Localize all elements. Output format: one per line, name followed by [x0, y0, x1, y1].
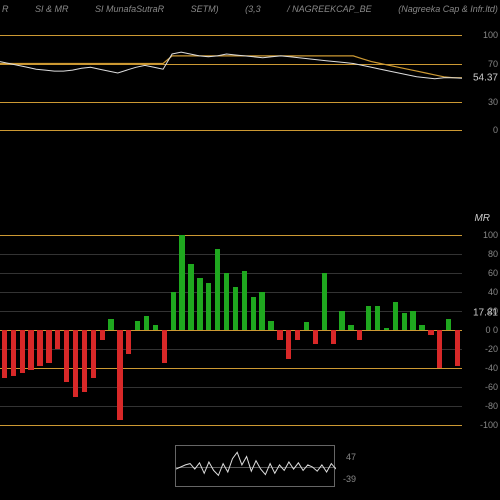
hdr-company: (Nagreeka Cap & Infr.ltd) — [398, 4, 498, 14]
mr-label: MR — [474, 213, 490, 224]
gridline — [0, 387, 462, 388]
mr-bar — [108, 319, 113, 330]
mr-bar — [11, 330, 16, 376]
rsi-panel: 1007030054.37 — [0, 35, 500, 130]
y-axis-label: -100 — [480, 420, 498, 430]
mr-bar — [410, 311, 415, 330]
mr-bar — [251, 297, 256, 330]
y-axis-label: 0 0 — [485, 325, 498, 335]
mr-bar — [162, 330, 167, 363]
mr-bar — [100, 330, 105, 340]
mr-bar — [20, 330, 25, 373]
gridline — [0, 273, 462, 274]
mr-bar — [375, 306, 380, 330]
y-axis-label: -60 — [485, 382, 498, 392]
mr-bar — [384, 328, 389, 330]
rsi-lines — [0, 35, 462, 130]
hdr-ticker: / NAGREEKCAP_BE — [287, 4, 372, 14]
mr-bar — [339, 311, 344, 330]
mini-label-top: 47 — [346, 452, 356, 462]
mr-bar — [348, 325, 353, 330]
mr-bar — [135, 321, 140, 331]
gridline — [0, 130, 462, 131]
mr-bar — [393, 302, 398, 331]
mr-bar — [428, 330, 433, 335]
hdr-r: R — [2, 4, 9, 14]
mr-bar — [2, 330, 7, 378]
mr-bar — [331, 330, 336, 344]
mr-bar — [259, 292, 264, 330]
mr-bar — [206, 283, 211, 331]
mr-bar — [64, 330, 69, 382]
gridline — [0, 406, 462, 407]
mr-bar — [277, 330, 282, 340]
hdr-setm: SETM) — [191, 4, 219, 14]
mr-bar — [117, 330, 122, 420]
mr-bar — [82, 330, 87, 392]
mr-bar — [313, 330, 318, 344]
mr-bar — [437, 330, 442, 368]
mini-oscillator-panel: 47-39 — [175, 445, 335, 487]
mr-bar — [46, 330, 51, 363]
mr-bar — [28, 330, 33, 370]
gridline — [0, 330, 462, 331]
chart-header: R SI & MR SI MunafaSutraR SETM) (3,3 / N… — [0, 0, 500, 18]
mr-bar — [91, 330, 96, 378]
mr-bar — [188, 264, 193, 331]
mini-line — [176, 446, 336, 488]
mr-bar — [224, 273, 229, 330]
gridline — [0, 425, 462, 426]
y-axis-label: 100 — [483, 230, 498, 240]
mr-bar — [242, 271, 247, 330]
mr-bar — [171, 292, 176, 330]
mr-bar — [144, 316, 149, 330]
mr-bar — [295, 330, 300, 340]
mr-bar — [455, 330, 460, 366]
mr-bar — [197, 278, 202, 330]
y-axis-label: 80 — [488, 249, 498, 259]
mr-bar — [126, 330, 131, 354]
y-axis-label: 40 — [488, 287, 498, 297]
mr-bar — [233, 287, 238, 330]
mr-bar — [402, 313, 407, 330]
gridline — [0, 292, 462, 293]
mr-bar — [366, 306, 371, 330]
mr-bar — [268, 321, 273, 331]
rsi-callout: 54.37 — [473, 73, 498, 84]
mini-label-bottom: -39 — [343, 474, 356, 484]
mr-callout: 17.81 — [473, 308, 498, 319]
mr-bar — [215, 249, 220, 330]
mr-bar — [73, 330, 78, 397]
mr-bar — [304, 322, 309, 330]
y-axis-label: -20 — [485, 344, 498, 354]
mr-bar-panel: MR 100806040200 0-20-40-60-80-10017.81 — [0, 235, 500, 425]
mr-bar — [446, 319, 451, 330]
y-axis-label: 30 — [488, 97, 498, 107]
y-axis-label: 0 — [493, 125, 498, 135]
y-axis-label: -40 — [485, 363, 498, 373]
mr-bar — [55, 330, 60, 349]
gridline — [0, 349, 462, 350]
y-axis-label: 70 — [488, 59, 498, 69]
mr-bar — [153, 325, 158, 330]
y-axis-label: 60 — [488, 268, 498, 278]
gridline — [0, 235, 462, 236]
hdr-simr: SI & MR — [35, 4, 69, 14]
hdr-mid: (3,3 — [245, 4, 261, 14]
mr-bar — [37, 330, 42, 366]
mr-bar — [179, 235, 184, 330]
mr-bar — [322, 273, 327, 330]
hdr-munafa: SI MunafaSutraR — [95, 4, 164, 14]
gridline — [0, 368, 462, 369]
mr-bar — [419, 325, 424, 330]
y-axis-label: -80 — [485, 401, 498, 411]
y-axis-label: 100 — [483, 30, 498, 40]
mr-bar — [357, 330, 362, 340]
mr-bar — [286, 330, 291, 359]
gridline — [0, 254, 462, 255]
